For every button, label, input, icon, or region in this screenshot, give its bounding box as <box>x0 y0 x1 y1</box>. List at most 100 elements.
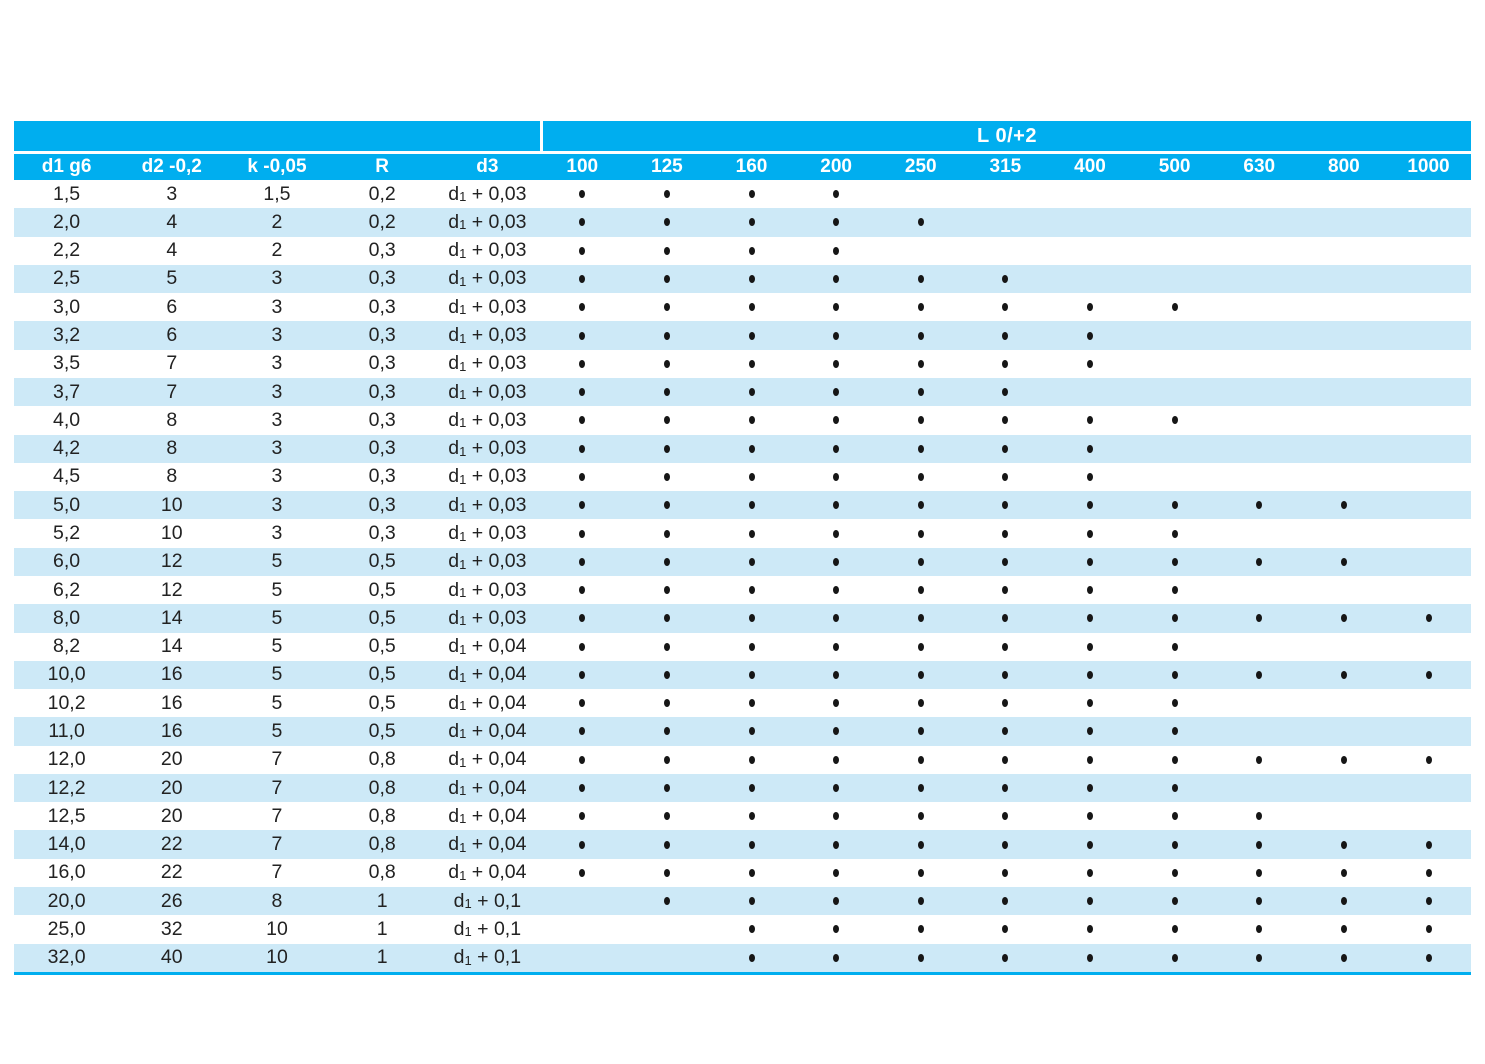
cell-d2: 12 <box>160 550 183 573</box>
availability-dot <box>1002 388 1009 397</box>
cell-d1: 1,5 <box>53 182 81 205</box>
cell-length-availability <box>963 746 1048 774</box>
availability-dot <box>1002 274 1009 283</box>
availability-dot <box>917 444 924 453</box>
cell-length-availability <box>625 689 710 717</box>
cell-length-availability <box>709 463 794 491</box>
cell-length-availability <box>709 548 794 576</box>
cell-length-availability <box>1048 915 1133 943</box>
cell-length-availability <box>878 378 963 406</box>
cell-length-availability <box>625 519 710 547</box>
availability-dot <box>833 897 840 906</box>
table-row: 12,2 20 7 0,8 d 1 + 0,04 <box>14 773 1471 803</box>
availability-dot <box>1087 953 1093 962</box>
cell-length-availability <box>709 717 794 745</box>
cell-length-availability <box>963 661 1048 689</box>
cell-length-availability <box>540 661 625 689</box>
cell-length-availability <box>625 859 710 887</box>
cell-length-availability <box>1217 378 1302 406</box>
cell-d1: 8,0 <box>53 606 81 629</box>
cell-length-availability <box>878 519 963 547</box>
availability-dot <box>1002 444 1009 453</box>
availability-dot <box>833 501 840 510</box>
cell-length-availability <box>540 774 625 802</box>
cell-length-availability <box>1048 180 1133 208</box>
cell-length-availability <box>540 463 625 491</box>
cell-length-availability <box>963 802 1048 830</box>
length-column-header: 160 <box>735 156 768 177</box>
cell-r: 0,8 <box>368 776 396 799</box>
cell-r: 0,3 <box>368 239 396 262</box>
cell-length-availability <box>625 180 710 208</box>
cell-d2: 20 <box>160 776 183 799</box>
cell-length-availability <box>1302 944 1387 972</box>
availability-dot <box>917 897 924 906</box>
availability-dot <box>663 557 670 566</box>
cell-d2: 22 <box>160 861 183 884</box>
availability-dot <box>663 501 670 510</box>
availability-dot <box>833 557 840 566</box>
table-row: 8,0 14 5 0,5 d 1 + 0,03 <box>14 604 1471 633</box>
availability-dot <box>1002 953 1009 962</box>
availability-dot <box>1171 642 1178 651</box>
cell-r: 0,3 <box>368 267 396 290</box>
table-row: 6,0 12 5 0,5 d 1 + 0,03 <box>14 547 1471 576</box>
cell-length-availability <box>1132 746 1217 774</box>
availability-dot <box>1087 868 1093 877</box>
cell-k: 3 <box>271 324 283 347</box>
cell-length-availability <box>878 661 963 689</box>
cell-length-availability <box>709 350 794 378</box>
cell-length-availability <box>1302 576 1387 604</box>
cell-length-availability <box>1386 519 1471 547</box>
column-header: R <box>375 156 390 177</box>
availability-dot <box>917 388 924 397</box>
length-column-header: 500 <box>1158 156 1191 177</box>
cell-d2: 10 <box>160 493 183 516</box>
cell-length-availability <box>625 915 710 943</box>
availability-dot <box>917 812 924 821</box>
cell-length-availability <box>794 717 879 745</box>
availability-dot <box>1340 840 1347 849</box>
cell-length-availability <box>1217 774 1302 802</box>
availability-dot <box>663 897 670 906</box>
length-column-header: 250 <box>904 156 937 177</box>
cell-length-availability <box>878 717 963 745</box>
availability-dot <box>1171 812 1178 821</box>
availability-dot <box>1087 303 1093 312</box>
availability-dot <box>1340 897 1347 906</box>
cell-d1: 12,5 <box>47 804 86 827</box>
cell-d1: 3,5 <box>53 352 81 375</box>
cell-length-availability <box>625 237 710 265</box>
availability-dot <box>748 670 755 679</box>
availability-dot <box>1340 670 1347 679</box>
cell-length-availability <box>1132 661 1217 689</box>
availability-dot <box>748 388 755 397</box>
availability-dot <box>1425 614 1432 623</box>
cell-length-availability <box>1132 717 1217 745</box>
availability-dot <box>1425 868 1432 877</box>
availability-dot <box>833 642 840 651</box>
cell-length-availability <box>794 604 879 632</box>
cell-length-availability <box>794 293 879 321</box>
cell-length-availability <box>540 293 625 321</box>
availability-dot <box>917 416 924 425</box>
cell-length-availability <box>540 802 625 830</box>
cell-length-availability <box>1048 746 1133 774</box>
availability-dot <box>579 557 586 566</box>
cell-length-availability <box>1217 576 1302 604</box>
availability-dot <box>748 755 755 764</box>
cell-k: 3 <box>271 380 283 403</box>
availability-dot <box>579 388 586 397</box>
cell-d1: 16,0 <box>47 861 86 884</box>
cell-length-availability <box>1302 237 1387 265</box>
cell-length-availability <box>1048 208 1133 236</box>
cell-d2: 4 <box>166 210 178 233</box>
cell-length-availability <box>878 237 963 265</box>
availability-dot <box>917 529 924 538</box>
